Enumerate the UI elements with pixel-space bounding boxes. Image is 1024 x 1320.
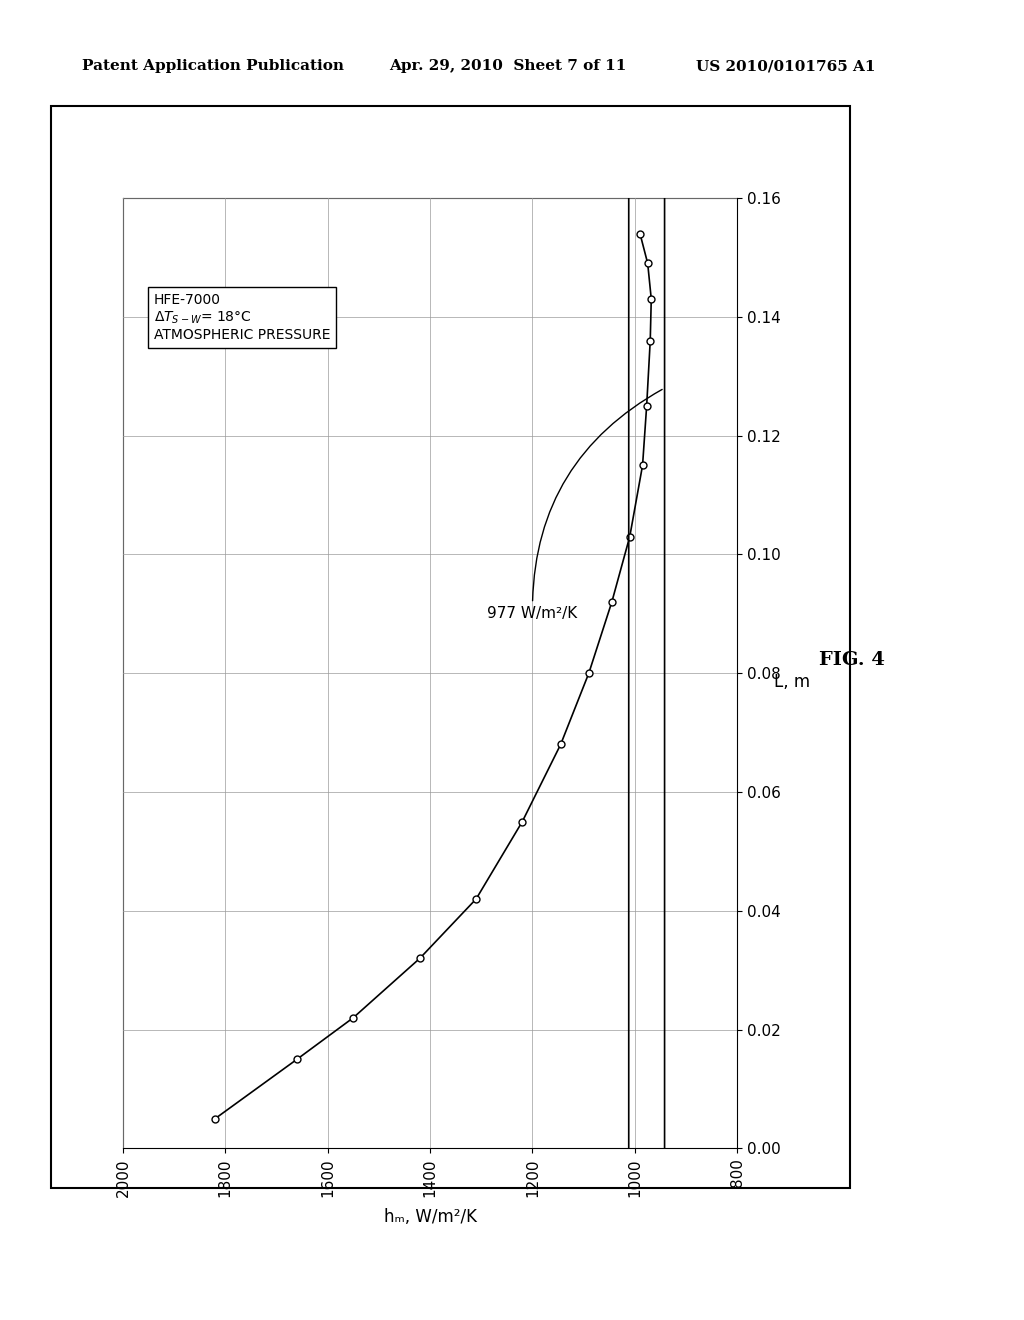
Text: Apr. 29, 2010  Sheet 7 of 11: Apr. 29, 2010 Sheet 7 of 11	[389, 59, 627, 74]
X-axis label: hₘ, W/m²/K: hₘ, W/m²/K	[384, 1208, 476, 1226]
Text: HFE-7000
$\Delta T_{S-W}$= 18°C
ATMOSPHERIC PRESSURE: HFE-7000 $\Delta T_{S-W}$= 18°C ATMOSPHE…	[154, 293, 330, 342]
Text: FIG. 4: FIG. 4	[819, 651, 885, 669]
Text: 977 W/m²/K: 977 W/m²/K	[487, 389, 663, 622]
Text: US 2010/0101765 A1: US 2010/0101765 A1	[696, 59, 876, 74]
Y-axis label: L, m: L, m	[774, 673, 810, 692]
Text: Patent Application Publication: Patent Application Publication	[82, 59, 344, 74]
